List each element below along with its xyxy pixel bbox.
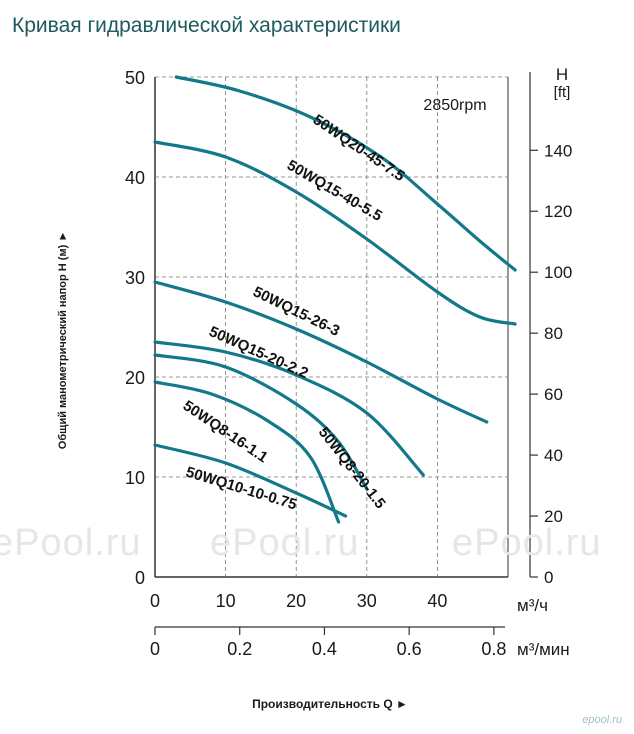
curve-50WQ8-16-1.1 <box>153 380 341 524</box>
curve-50WQ15-40-5.5 <box>153 140 517 326</box>
watermark: ePool.ru <box>0 522 142 564</box>
curve-50WQ15-26-3 <box>153 280 489 424</box>
y2-tick-label: 140 <box>544 141 572 160</box>
curve-label: 50WQ20-45-7.5 <box>310 111 408 185</box>
x-tick-label: 20 <box>286 591 306 611</box>
y2-axis-title: H <box>556 65 568 84</box>
y-tick-label: 0 <box>135 568 145 588</box>
y2-axis-unit: [ft] <box>554 84 571 101</box>
y-tick-label: 30 <box>125 268 145 288</box>
y-tick-label: 50 <box>125 68 145 88</box>
y-tick-label: 20 <box>125 368 145 388</box>
x-unit-label: м³/ч <box>517 596 548 615</box>
rpm-annotation: 2850rpm <box>423 97 486 114</box>
x-tick-label: 0 <box>150 591 160 611</box>
x2-tick-label: 0.4 <box>312 639 337 659</box>
y2-tick-label: 80 <box>544 324 563 343</box>
y2-tick-label: 20 <box>544 507 563 526</box>
curve-50WQ20-45-7.5 <box>174 75 517 272</box>
y-tick-label: 10 <box>125 468 145 488</box>
x2-tick-label: 0.8 <box>481 639 506 659</box>
y2-tick-label: 60 <box>544 385 563 404</box>
x2-unit-label: м³/мин <box>517 640 570 659</box>
page-title: Кривая гидравлической характеристики <box>12 14 401 37</box>
x-axis-title: Производительность Q ► <box>252 697 408 711</box>
corner-logo: epool.ru <box>582 714 622 726</box>
y2-tick-label: 100 <box>544 263 572 282</box>
y2-tick-label: 120 <box>544 202 572 221</box>
curve-50WQ8-20-1.5 <box>153 353 369 491</box>
watermark: ePool.ru <box>210 522 360 564</box>
x2-tick-label: 0.6 <box>397 639 422 659</box>
x2-tick-label: 0.2 <box>227 639 252 659</box>
curve-label: 50WQ10-10-0.75 <box>184 464 299 514</box>
y2-tick-label: 0 <box>544 568 553 587</box>
y-axis-title: Общий манометрический напор H (м) ► <box>57 231 69 449</box>
y2-tick-label: 40 <box>544 446 563 465</box>
y-tick-label: 40 <box>125 168 145 188</box>
x-tick-label: 40 <box>427 591 447 611</box>
x-tick-label: 10 <box>216 591 236 611</box>
curve-label: 50WQ8-20-1.5 <box>315 424 389 512</box>
curve-50WQ15-20-2.2 <box>153 340 425 477</box>
curve-50WQ10-10-0.75 <box>153 443 348 518</box>
x-tick-label: 30 <box>357 591 377 611</box>
watermark: ePool.ru <box>452 522 602 564</box>
x2-tick-label: 0 <box>150 639 160 659</box>
